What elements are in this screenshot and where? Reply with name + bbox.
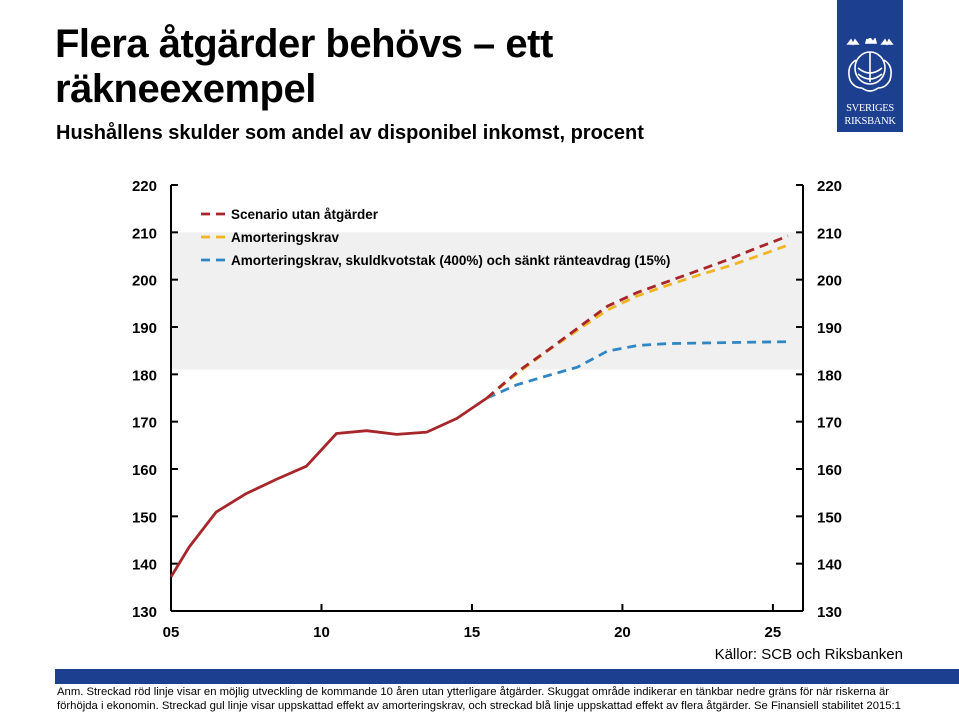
y-tick-label-right: 130 <box>817 604 842 621</box>
y-tick-label-left: 180 <box>132 367 157 384</box>
y-tick-label-right: 220 <box>817 178 842 195</box>
page-subtitle: Hushållens skulder som andel av disponib… <box>56 122 644 144</box>
chart-legend: Scenario utan åtgärder Amorteringskrav Amo… <box>201 207 670 268</box>
y-tick-label-left: 160 <box>132 462 157 479</box>
debt-ratio-chart: 130 130 140 140 150 150 160 160 170 170 180 180 190 1… <box>132 178 842 641</box>
x-tick-label: 10 <box>313 624 330 641</box>
x-tick-label: 15 <box>464 624 481 641</box>
y-tick-label-right: 160 <box>817 462 842 479</box>
shaded-risk-band <box>171 232 803 370</box>
y-tick-label-left: 150 <box>132 509 157 526</box>
logo-text-riksbank: RIKSBANK <box>844 116 896 127</box>
y-tick-label-left: 220 <box>132 178 157 195</box>
y-tick-label-right: 200 <box>817 273 842 290</box>
riksbank-crest-icon <box>846 38 894 92</box>
y-tick-label-right: 170 <box>817 415 842 432</box>
x-tick-label: 25 <box>765 624 782 641</box>
y-tick-label-right: 180 <box>817 367 842 384</box>
footer-note: Anm. Streckad röd linje visar en möjlig … <box>57 686 901 712</box>
logo-text-sveriges: SVERIGES <box>846 103 894 114</box>
sources-text: Källor: SCB och Riksbanken <box>714 646 903 663</box>
y-tick-label-left: 140 <box>132 557 157 574</box>
y-tick-label-right: 140 <box>817 557 842 574</box>
y-tick-label-left: 210 <box>132 225 157 242</box>
series-line-historical <box>169 396 488 578</box>
page-title: Flera åtgärder behövs – ett räkneexempel <box>55 22 553 111</box>
y-tick-label-right: 210 <box>817 225 842 242</box>
legend-label: Amorteringskrav, skuldkvotstak (400%) oc… <box>231 253 670 268</box>
y-tick-label-right: 190 <box>817 320 842 337</box>
y-tick-label-left: 190 <box>132 320 157 337</box>
series-line-series-3 <box>486 340 789 400</box>
legend-label: Amorteringskrav <box>231 230 340 245</box>
y-tick-label-right: 150 <box>817 509 842 526</box>
y-tick-label-left: 130 <box>132 604 157 621</box>
footer-bar <box>55 669 959 684</box>
x-tick-label: 20 <box>614 624 631 641</box>
x-tick-label: 05 <box>163 624 180 641</box>
riksbank-logo: SVERIGES RIKSBANK <box>837 0 903 132</box>
chart-series <box>169 234 789 578</box>
y-tick-label-left: 200 <box>132 273 157 290</box>
legend-label: Scenario utan åtgärder <box>231 207 379 222</box>
chart-axes: 130 130 140 140 150 150 160 160 170 170 180 180 190 1… <box>132 178 842 641</box>
y-tick-label-left: 170 <box>132 415 157 432</box>
series-line-series-1 <box>486 234 789 400</box>
